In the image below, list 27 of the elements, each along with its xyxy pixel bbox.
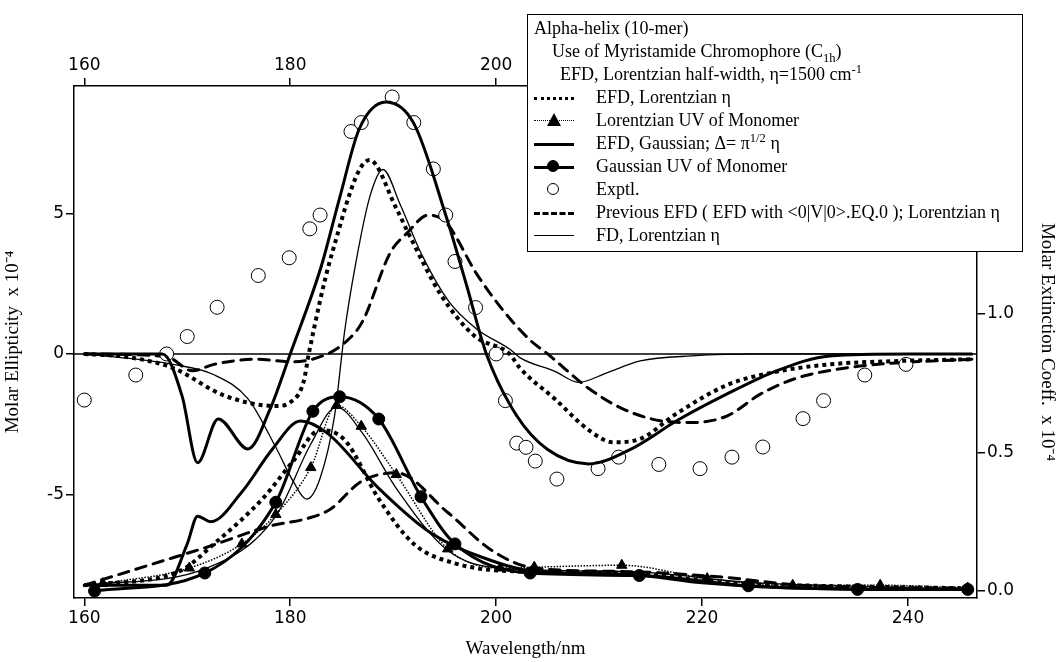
legend-label: EFD, Gaussian; Δ= π$^{1/2}$ η: [596, 131, 781, 155]
legend-label: Gaussian UV of Monomer: [596, 155, 789, 178]
x-tick-label: 240: [891, 606, 925, 627]
legend-label: EFD, Lorentzian η: [596, 86, 732, 109]
x-tick-label: 200: [479, 606, 513, 627]
x2-tick-label: 160: [68, 54, 101, 75]
y-tick-label: 5: [53, 201, 64, 222]
legend-label: Previous EFD ( EFD with <0|V|0>.EQ.0 ); Lorentzian η: [596, 201, 1001, 224]
text: EFD, Lorentzian half-width, η=1500 cm$^{-1}$: [559, 62, 863, 86]
y-tick-label: -5: [47, 482, 64, 503]
y2-tick-label: 0.5: [987, 440, 1015, 461]
legend-label: Exptl.: [596, 178, 641, 201]
x-tick-label: 160: [68, 606, 101, 627]
x2-tick-label: 180: [274, 54, 307, 75]
y-axis-title: Molar Ellipticity x 10⁻⁴: [1, 250, 23, 434]
y2-tick-label: 1.0: [987, 301, 1015, 322]
y2-axis-title: Molar Extinction Coeff. x 10⁻⁴: [1037, 222, 1059, 462]
x-axis-title: Wavelength/nm: [465, 636, 586, 658]
chart-subtitle: Use of Myristamide Chromophore (C$_{1h}$): [551, 40, 843, 65]
y-tick-label: 0: [53, 342, 64, 363]
x-tick-label: 180: [274, 606, 307, 627]
x-tick-label: 220: [685, 606, 719, 627]
legend-label: FD, Lorentzian η: [596, 224, 721, 247]
chart-title: Alpha-helix (10-mer): [534, 17, 690, 40]
legend-label: Lorentzian UV of Monomer: [596, 109, 801, 132]
x2-tick-label: 200: [479, 54, 513, 75]
y2-tick-label: 0.0: [987, 579, 1015, 600]
